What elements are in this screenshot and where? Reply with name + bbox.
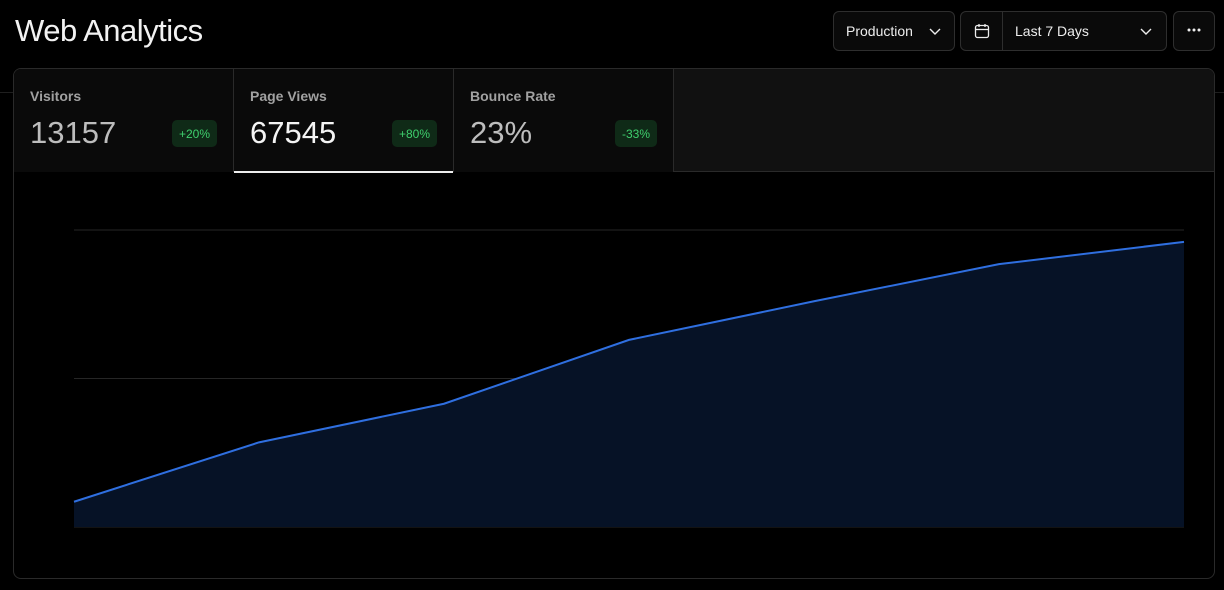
change-badge: +20% <box>171 120 217 147</box>
tab-label: Page Views <box>250 88 327 104</box>
date-range-label: Last 7 Days <box>1015 23 1089 39</box>
tab-value: 67545 <box>250 115 337 150</box>
environment-select[interactable]: Production <box>833 11 955 51</box>
tab-label: Visitors <box>30 88 82 104</box>
page-views-chart <box>73 229 1185 528</box>
chart-area <box>74 241 1184 527</box>
more-options-button[interactable] <box>1173 11 1215 51</box>
change-badge: -33% <box>614 120 657 147</box>
chart-line <box>73 240 1185 503</box>
tab-page-views[interactable]: Page Views 67545 +80% <box>234 69 454 173</box>
calendar-icon <box>961 12 1003 50</box>
environment-label: Production <box>846 23 913 39</box>
date-range-select[interactable]: Last 7 Days <box>960 11 1167 51</box>
chevron-down-icon <box>928 24 942 41</box>
analytics-card: Visitors 13157 +20% Page Views 67545 +80… <box>13 68 1215 579</box>
tab-value: 23% <box>470 115 533 150</box>
tab-label: Bounce Rate <box>470 88 556 104</box>
tab-bounce-rate[interactable]: Bounce Rate 23% -33% <box>454 69 674 172</box>
page-title: Web Analytics <box>15 13 203 48</box>
metric-tabs: Visitors 13157 +20% Page Views 67545 +80… <box>14 69 1214 173</box>
more-horizontal-icon <box>1186 22 1202 41</box>
change-badge: +80% <box>391 120 437 147</box>
chevron-down-icon <box>1139 24 1153 41</box>
tab-visitors[interactable]: Visitors 13157 +20% <box>14 69 234 172</box>
tab-value: 13157 <box>30 115 117 150</box>
